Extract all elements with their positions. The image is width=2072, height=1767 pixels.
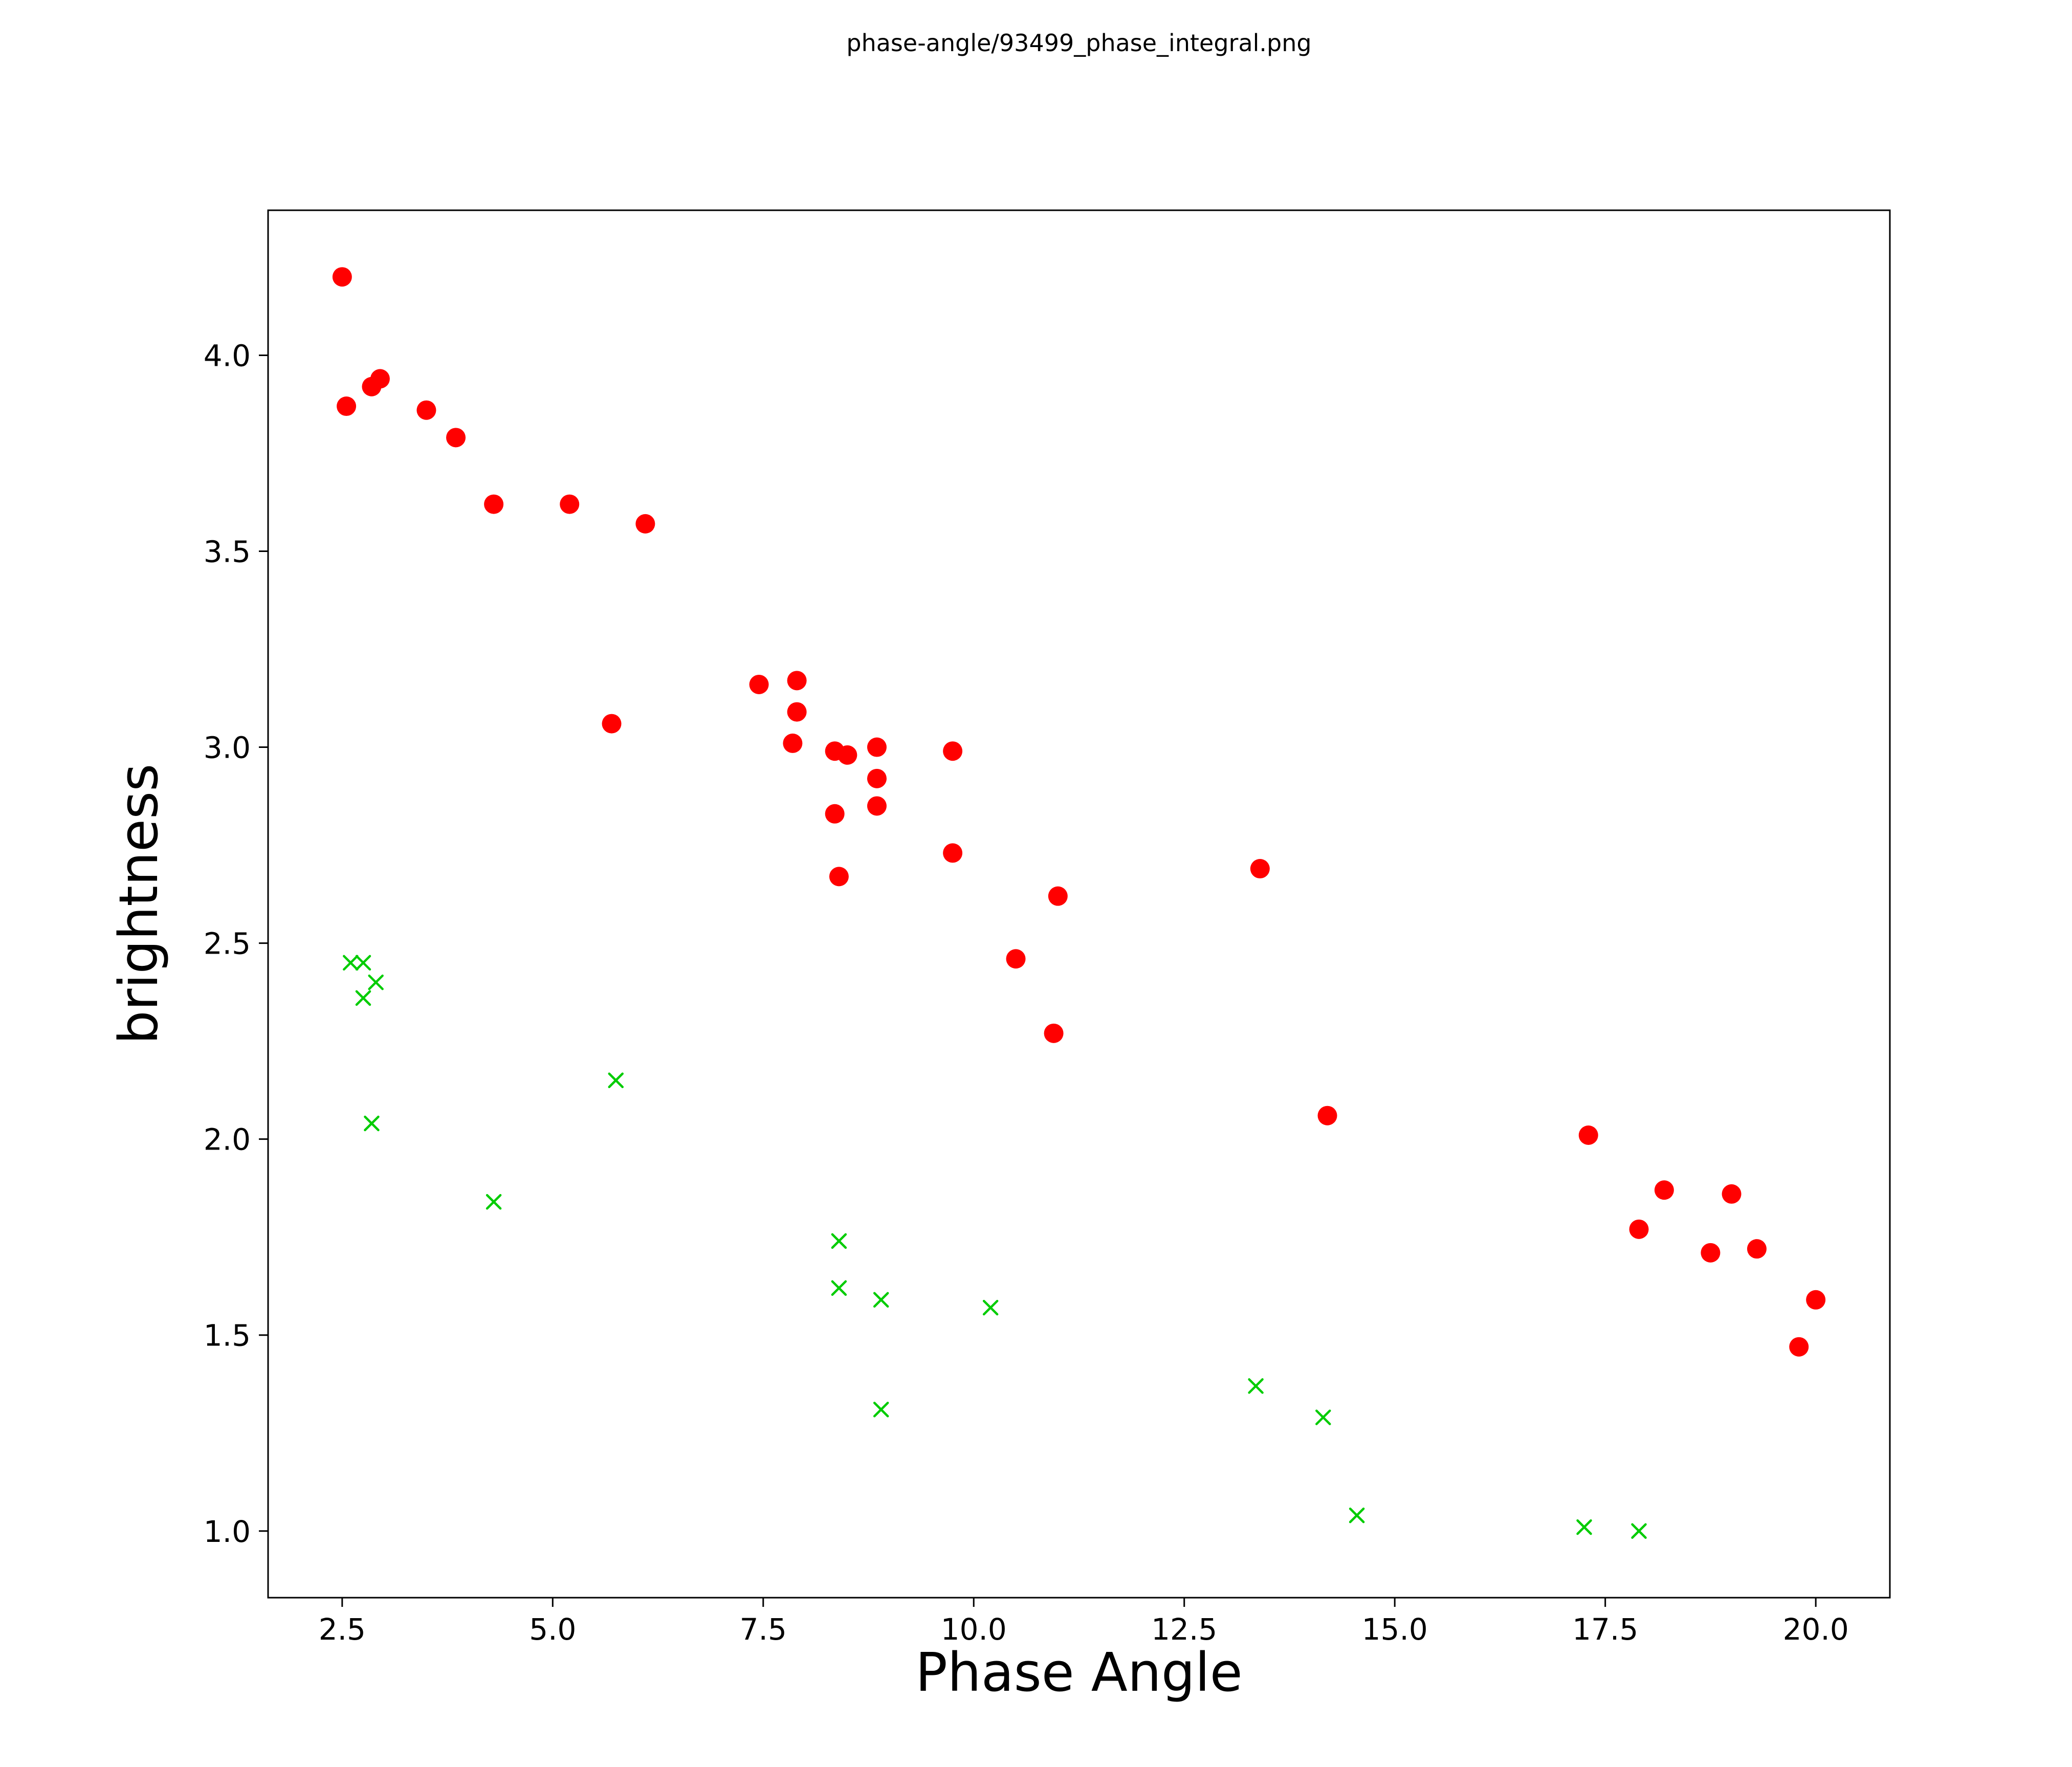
- data-point-green-crosses: [873, 1402, 889, 1418]
- data-point-green-crosses: [355, 990, 371, 1006]
- data-point-green-crosses: [368, 974, 384, 990]
- data-point-green-crosses: [1315, 1409, 1331, 1425]
- data-point-green-crosses: [982, 1299, 999, 1316]
- data-point-red-circles: [787, 702, 807, 722]
- data-point-red-circles: [602, 714, 622, 734]
- y-tick-label: 2.0: [204, 1122, 251, 1157]
- y-axis-label: brightness: [107, 764, 170, 1045]
- data-point-red-circles: [560, 494, 580, 514]
- data-point-green-crosses: [1248, 1378, 1264, 1394]
- data-point-red-circles: [1317, 1106, 1337, 1125]
- x-tick-label: 17.5: [1572, 1612, 1638, 1647]
- data-point-red-circles: [446, 428, 466, 448]
- data-point-red-circles: [837, 745, 857, 765]
- data-point-red-circles: [867, 737, 887, 757]
- data-point-red-circles: [1578, 1125, 1598, 1145]
- x-tick-label: 12.5: [1151, 1612, 1217, 1647]
- data-point-red-circles: [1048, 886, 1068, 906]
- data-point-red-circles: [1044, 1023, 1064, 1043]
- data-point-green-crosses: [486, 1194, 502, 1210]
- plot-area: 2.5 5.0 7.5 10.0 12.5 15.0 17.5 20.0 1.0 1.5 2.0 2.…: [204, 209, 1891, 1647]
- x-tick-label: 7.5: [740, 1612, 787, 1647]
- data-point-red-circles: [1629, 1219, 1649, 1239]
- data-point-red-circles: [787, 671, 807, 691]
- x-tick-label: 10.0: [941, 1612, 1007, 1647]
- data-point-red-circles: [1722, 1184, 1742, 1204]
- data-point-red-circles: [337, 396, 357, 416]
- data-point-green-crosses: [1349, 1507, 1365, 1523]
- data-point-red-circles: [370, 369, 390, 389]
- data-point-green-crosses: [831, 1280, 847, 1296]
- plot-border: [267, 209, 1891, 1599]
- x-tick-label: 5.0: [529, 1612, 576, 1647]
- data-point-red-circles: [749, 674, 769, 694]
- y-tick-label: 3.0: [204, 731, 251, 765]
- data-point-green-crosses: [1576, 1519, 1592, 1535]
- x-tick-label: 2.5: [319, 1612, 366, 1647]
- data-point-red-circles: [867, 796, 887, 816]
- data-point-red-circles: [1747, 1239, 1767, 1259]
- y-tick-label: 4.0: [204, 338, 251, 373]
- x-axis-label: Phase Angle: [915, 1641, 1243, 1704]
- data-point-red-circles: [1701, 1243, 1721, 1263]
- y-tick-label: 3.5: [204, 535, 251, 569]
- data-point-green-crosses: [364, 1115, 380, 1132]
- data-point-green-crosses: [873, 1292, 889, 1308]
- data-point-green-crosses: [343, 955, 359, 971]
- data-point-red-circles: [416, 400, 436, 420]
- data-point-red-circles: [943, 741, 963, 761]
- data-point-red-circles: [1250, 859, 1270, 879]
- data-point-red-circles: [829, 867, 849, 887]
- data-point-red-circles: [635, 514, 655, 534]
- data-point-green-crosses: [1631, 1523, 1647, 1539]
- data-point-red-circles: [1654, 1180, 1674, 1200]
- data-point-red-circles: [484, 494, 504, 514]
- data-point-green-crosses: [608, 1072, 624, 1088]
- x-tick-label: 15.0: [1362, 1612, 1428, 1647]
- data-point-red-circles: [332, 267, 352, 287]
- data-point-red-circles: [1006, 949, 1026, 969]
- data-point-red-circles: [783, 733, 803, 753]
- y-tick-label: 1.5: [204, 1318, 251, 1353]
- data-point-red-circles: [1789, 1337, 1809, 1357]
- data-point-green-crosses: [831, 1233, 847, 1249]
- data-point-red-circles: [867, 768, 887, 788]
- y-tick-label: 2.5: [204, 926, 251, 961]
- data-point-green-crosses: [355, 955, 371, 971]
- data-point-red-circles: [825, 804, 845, 824]
- data-point-red-circles: [1806, 1290, 1826, 1310]
- data-point-red-circles: [943, 843, 963, 863]
- y-tick-label: 1.0: [204, 1514, 251, 1549]
- x-tick-label: 20.0: [1783, 1612, 1849, 1647]
- chart-title: phase-angle/93499_phase_integral.png: [846, 29, 1311, 57]
